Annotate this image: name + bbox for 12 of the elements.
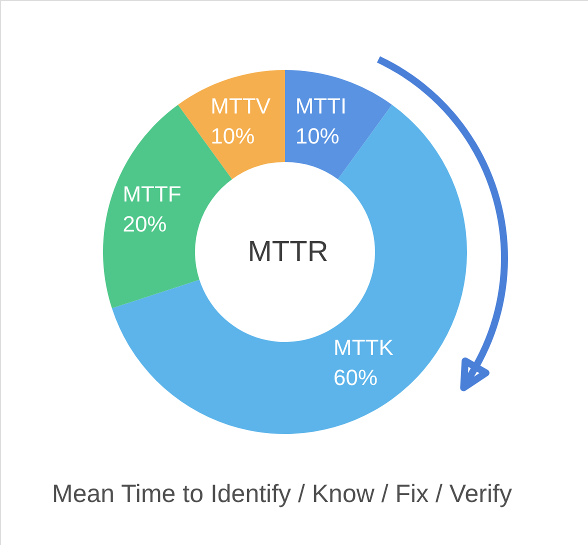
slice-label: MTTI [295, 94, 347, 119]
text: MTTR [248, 236, 328, 268]
data-label: 10% [210, 124, 255, 149]
slice-label: MTTK [334, 334, 394, 360]
data-label: 20% [122, 212, 167, 237]
donut-slice [178, 70, 285, 180]
slice-label: MTTV [210, 94, 271, 119]
data-label: 60% [334, 364, 378, 390]
text: Mean Time to Identify / Know / Fix / Verify [52, 480, 512, 508]
slice-label: MTTF [122, 182, 182, 207]
donut-slice [285, 70, 392, 180]
data-label: 10% [295, 124, 340, 149]
